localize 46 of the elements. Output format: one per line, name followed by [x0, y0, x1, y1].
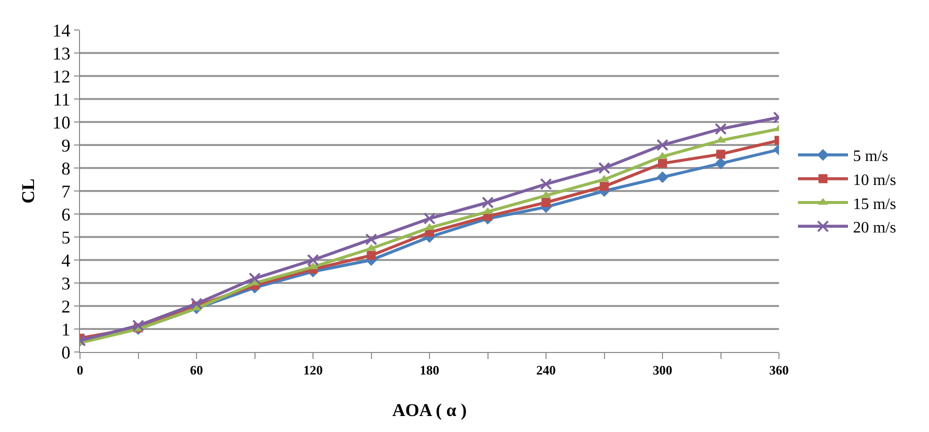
y-tick-label: 6: [61, 204, 70, 224]
x-tick-label: 60: [190, 362, 203, 378]
x-tick-label: 0: [76, 362, 84, 378]
y-tick-label: 5: [61, 227, 70, 248]
point: [132, 320, 144, 332]
y-tick-label: 1: [61, 319, 70, 340]
y-tick-label: 12: [52, 66, 70, 86]
y-tick-label: 11: [53, 89, 70, 110]
x-tick-label: 120: [303, 362, 323, 378]
point: [716, 150, 726, 159]
legend-label: 5 m/s: [852, 148, 888, 166]
y-tick-label: 13: [52, 43, 70, 64]
legend-label: 20 m/s: [852, 220, 896, 237]
point: [366, 250, 376, 260]
y-tick-label: 3: [61, 273, 70, 294]
y-tick-label: 7: [61, 181, 70, 202]
y-tick-label: 9: [61, 135, 70, 156]
point: [600, 182, 609, 191]
point: [248, 272, 261, 284]
y-tick-label: 2: [61, 296, 70, 316]
y-tick-label: 0: [61, 342, 70, 362]
x-tick-label: 240: [536, 362, 556, 378]
point: [598, 162, 610, 174]
legend-label: 10 m/s: [852, 172, 896, 189]
point: [365, 233, 378, 246]
point: [424, 212, 436, 225]
point: [714, 158, 727, 170]
point: [658, 158, 667, 168]
y-tick-label: 14: [52, 20, 70, 40]
point: [714, 122, 727, 135]
point: [307, 254, 319, 266]
x-tick-label: 180: [420, 362, 440, 378]
x-tick-label: 300: [652, 362, 672, 378]
y-tick-label: 4: [61, 250, 70, 270]
x-axis-title: AOA ( α ): [392, 400, 467, 420]
legend-label: 15 m/s: [852, 196, 896, 213]
point: [482, 196, 494, 208]
point: [190, 298, 202, 310]
y-axis-title: CL: [18, 178, 38, 204]
x-tick-label: 360: [769, 362, 789, 378]
y-tick-label: 10: [52, 112, 70, 132]
point: [656, 171, 668, 184]
point: [542, 198, 550, 207]
y-tick-label: 8: [61, 158, 70, 178]
point: [540, 178, 552, 190]
point: [656, 139, 668, 151]
